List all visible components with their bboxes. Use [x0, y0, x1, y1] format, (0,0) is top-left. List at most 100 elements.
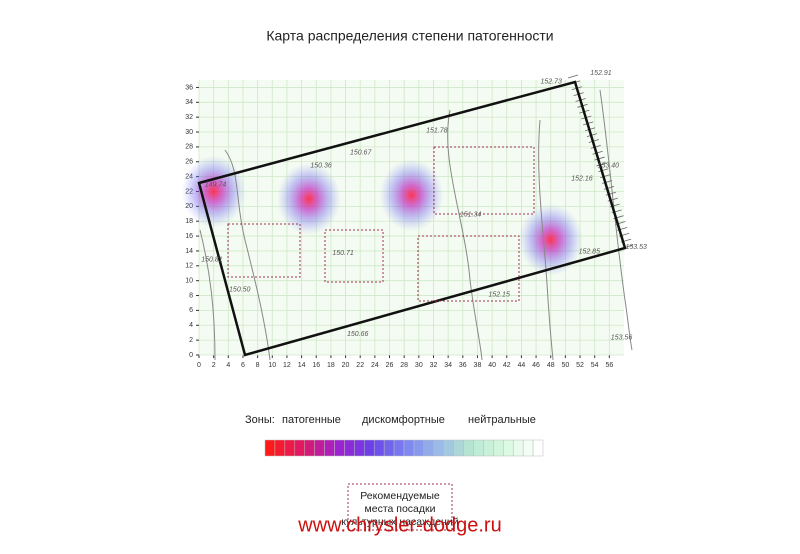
- elevation-label: 152.85: [579, 249, 601, 256]
- site-boundary: [197, 80, 627, 357]
- scale-cell: [512, 439, 524, 457]
- scale-cell: [532, 439, 544, 457]
- scale-cell: [453, 439, 464, 457]
- x-tick-label: 0: [197, 362, 201, 369]
- scale-cell: [433, 439, 444, 457]
- elevation-label: 150.66: [347, 331, 369, 338]
- scale-cell: [503, 439, 514, 457]
- x-tick-label: 30: [415, 362, 423, 369]
- x-tick-label: 38: [474, 362, 482, 369]
- scale-cell: [304, 439, 315, 457]
- scale-cell: [383, 439, 395, 457]
- elevation-label: 153.53: [625, 244, 647, 251]
- scale-cell: [294, 439, 305, 457]
- x-tick-label: 42: [503, 362, 511, 369]
- hatch-line: [603, 185, 615, 190]
- scale-cell: [483, 439, 494, 457]
- scale-cell: [314, 439, 325, 457]
- scale-cell: [443, 439, 454, 457]
- elevation-label: 150.36: [310, 162, 332, 169]
- y-tick-label: 8: [189, 292, 193, 299]
- scale-cell: [284, 439, 296, 457]
- hotspot: [276, 162, 341, 235]
- y-tick-label: 2: [189, 337, 193, 344]
- scale-cell: [463, 439, 474, 457]
- x-tick-label: 18: [327, 362, 335, 369]
- y-tick-label: 34: [185, 99, 193, 106]
- scale-cell: [522, 439, 534, 457]
- scale-cell: [373, 439, 385, 457]
- y-tick-label: 28: [185, 144, 193, 151]
- y-tick-label: 0: [189, 352, 193, 359]
- scale-cell: [344, 439, 355, 457]
- scale-cell: [334, 439, 345, 457]
- scale-cell: [473, 439, 484, 457]
- hotspot: [379, 159, 444, 232]
- scale-cell: [354, 439, 365, 457]
- x-tick-label: 46: [532, 362, 540, 369]
- scale-cell: [423, 439, 435, 457]
- x-tick-label: 10: [268, 362, 276, 369]
- recommendation-text: культурных насаждений: [341, 516, 458, 528]
- y-tick-label: 26: [185, 159, 193, 166]
- x-tick-label: 22: [356, 362, 364, 369]
- scale-cell: [493, 439, 504, 457]
- elevation-label: 152.73: [540, 78, 562, 85]
- scale-cell: [393, 439, 405, 457]
- elevation-label: 151.78: [426, 127, 448, 134]
- recommendation-text: места посадки: [365, 503, 436, 515]
- x-tick-label: 34: [444, 362, 452, 369]
- x-tick-label: 50: [561, 362, 569, 369]
- hotspot: [518, 203, 583, 276]
- x-tick-label: 14: [298, 362, 306, 369]
- y-tick-label: 12: [185, 263, 193, 270]
- x-tick-label: 6: [241, 362, 245, 369]
- x-tick-label: 16: [312, 362, 320, 369]
- hatch-line: [594, 156, 605, 161]
- scale-cell: [324, 439, 335, 457]
- elevation-label: 152.91: [590, 70, 612, 77]
- x-tick-label: 54: [591, 362, 599, 369]
- elevation-label: 150.81: [201, 257, 223, 264]
- y-tick-label: 18: [185, 218, 193, 225]
- elevation-label: 151.34: [460, 211, 482, 218]
- legend-label: нейтральные: [468, 414, 536, 426]
- hatch-line: [596, 162, 607, 167]
- x-tick-label: 4: [226, 362, 230, 369]
- elevation-label: 152.16: [571, 176, 593, 183]
- x-tick-label: 24: [371, 362, 379, 369]
- y-tick-label: 14: [185, 248, 193, 255]
- x-tick-label: 52: [576, 362, 584, 369]
- elevation-label: 150.67: [350, 150, 373, 157]
- x-tick-label: 56: [605, 362, 613, 369]
- hatch-line: [598, 168, 609, 173]
- x-tick-label: 28: [400, 362, 408, 369]
- y-tick-label: 6: [189, 307, 193, 314]
- x-tick-label: 44: [518, 362, 526, 369]
- hatch-line: [605, 191, 617, 196]
- elevation-label: 153.40: [598, 162, 620, 169]
- chart-title: Карта распределения степени патогенности: [266, 28, 553, 44]
- x-tick-label: 32: [430, 362, 438, 369]
- legend-title: Зоны:: [245, 414, 275, 426]
- recommendation-text: Рекомендуемые: [360, 490, 440, 502]
- hatch-line: [600, 174, 611, 179]
- hatch-line: [592, 150, 603, 155]
- legend-label: дискомфортные: [362, 414, 445, 426]
- x-tick-label: 26: [386, 362, 394, 369]
- scale-cell: [264, 439, 276, 457]
- x-tick-label: 48: [547, 362, 555, 369]
- x-tick-label: 40: [488, 362, 496, 369]
- watermark: www.chrysler-dodge.ru: [297, 514, 501, 536]
- x-tick-label: 20: [342, 362, 350, 369]
- x-tick-label: 12: [283, 362, 291, 369]
- y-tick-label: 30: [185, 129, 193, 136]
- x-tick-label: 36: [459, 362, 467, 369]
- elevation-label: 150.71: [332, 250, 354, 257]
- hatch-line: [567, 74, 579, 79]
- terrain-lines: [199, 89, 633, 361]
- x-tick-label: 8: [256, 362, 260, 369]
- scale-cell: [403, 439, 415, 457]
- recommendation-box: [347, 483, 453, 531]
